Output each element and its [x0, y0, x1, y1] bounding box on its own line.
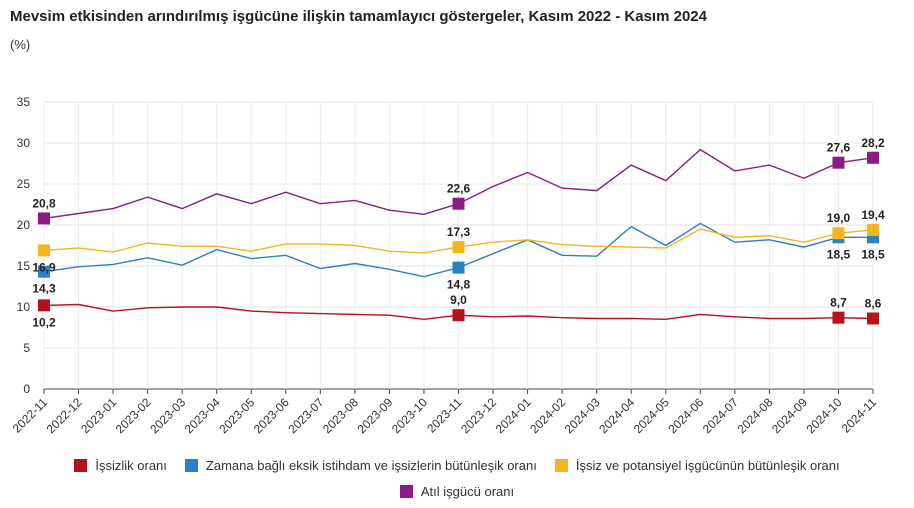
legend-label: Zamana bağlı eksik istihdam ve işsizleri… — [205, 457, 537, 473]
y-tick-label: 20 — [17, 218, 31, 232]
y-tick-label: 30 — [17, 136, 31, 150]
data-marker — [38, 265, 50, 278]
data-label: 22,6 — [447, 182, 471, 196]
data-label: 9,0 — [450, 293, 467, 307]
data-label: 8,7 — [830, 296, 847, 310]
x-tick-label: 2023-09 — [354, 395, 395, 436]
data-marker — [832, 227, 845, 240]
x-tick-label: 2024-11 — [839, 395, 880, 436]
x-tick-label: 2024-10 — [804, 395, 845, 436]
legend-item-issizlik[interactable]: İşsizlik oranı — [74, 458, 167, 473]
x-tick-label: 2023-05 — [216, 395, 257, 436]
x-tick-label: 2022-12 — [44, 395, 85, 436]
data-marker — [38, 299, 50, 312]
data-label: 14,3 — [32, 282, 56, 296]
x-tick-label: 2023-12 — [458, 395, 499, 436]
y-tick-label: 10 — [17, 300, 31, 314]
legend-label: Atıl işgücü oranı — [420, 483, 515, 499]
data-marker — [867, 223, 879, 236]
y-tick-label: 25 — [17, 177, 31, 191]
chart-title: Mevsim etkisinden arındırılmış işgücüne … — [10, 8, 707, 25]
data-marker — [38, 244, 50, 257]
legend-swatch — [554, 458, 568, 472]
legend-swatch — [74, 458, 88, 472]
data-marker — [832, 311, 845, 324]
x-tick-label: 2024-02 — [527, 395, 568, 436]
legend-swatch — [184, 458, 198, 472]
data-marker — [38, 212, 50, 225]
x-tick-label: 2023-10 — [389, 395, 430, 436]
data-label: 19,0 — [827, 211, 851, 225]
x-tick-label: 2023-03 — [147, 395, 188, 436]
legend-item-atil[interactable]: Atıl işgücü oranı — [399, 483, 515, 499]
data-label: 18,5 — [861, 247, 885, 261]
x-tick-label: 2023-08 — [320, 395, 361, 436]
x-tick-label: 2024-04 — [596, 395, 637, 436]
data-label: 28,2 — [861, 136, 885, 150]
data-marker — [452, 197, 465, 210]
data-marker — [452, 309, 465, 322]
line-chart: 051015202530352022-112022-122023-012023-… — [10, 95, 885, 436]
y-tick-label: 35 — [17, 95, 31, 109]
data-label: 27,6 — [827, 141, 851, 155]
x-tick-label: 2024-06 — [665, 395, 706, 436]
chart-subtitle: (%) — [10, 37, 31, 52]
legend-label: İşsizlik oranı — [95, 457, 167, 473]
chart-legend: İşsizlik oranı Zamana bağlı eksik istihd… — [0, 456, 914, 508]
data-marker — [867, 151, 879, 164]
x-tick-label: 2023-02 — [113, 395, 154, 436]
x-tick-label: 2023-07 — [285, 395, 326, 436]
data-label: 18,5 — [827, 247, 851, 261]
data-label: 10,2 — [32, 315, 56, 329]
x-tick-label: 2024-03 — [562, 395, 603, 436]
data-label: 19,4 — [861, 208, 885, 222]
x-tick-label: 2022-11 — [10, 395, 51, 436]
data-marker — [832, 156, 845, 169]
y-tick-label: 0 — [23, 382, 30, 396]
y-tick-label: 5 — [23, 341, 30, 355]
legend-item-potansiyel[interactable]: İşsiz ve potansiyel işgücünün bütünleşik… — [554, 457, 840, 473]
data-label: 14,8 — [447, 278, 471, 292]
data-marker — [452, 261, 465, 274]
data-label: 17,3 — [447, 225, 471, 239]
x-tick-label: 2023-06 — [251, 395, 292, 436]
x-tick-label: 2024-07 — [700, 395, 741, 436]
x-tick-label: 2024-08 — [734, 395, 775, 436]
data-label: 20,8 — [32, 196, 56, 210]
x-tick-label: 2024-09 — [769, 395, 810, 436]
legend-item-zamana-bagli[interactable]: Zamana bağlı eksik istihdam ve işsizleri… — [184, 457, 537, 473]
y-tick-label: 15 — [17, 259, 31, 273]
x-tick-label: 2024-01 — [493, 395, 534, 436]
x-tick-label: 2023-11 — [424, 395, 465, 436]
data-label: 8,6 — [865, 296, 882, 310]
data-marker — [867, 312, 879, 325]
data-marker — [452, 241, 465, 254]
legend-label: İşsiz ve potansiyel işgücünün bütünleşik… — [575, 457, 840, 473]
x-tick-label: 2023-04 — [182, 395, 223, 436]
x-tick-label: 2023-01 — [78, 395, 119, 436]
data-label: 16,9 — [32, 260, 56, 274]
x-tick-label: 2024-05 — [631, 395, 672, 436]
legend-swatch — [399, 484, 413, 498]
